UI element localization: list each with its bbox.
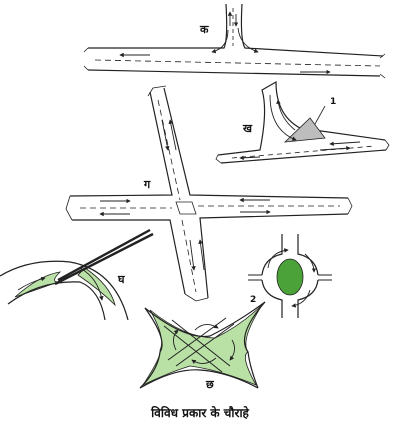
label-flyover-merge: घ	[117, 273, 125, 286]
diagram-caption: विविध प्रकार के चौराहे	[151, 406, 249, 420]
triangular-island	[283, 117, 326, 143]
label-cross-junction: ग	[143, 178, 151, 191]
label-y-junction: ख	[242, 122, 253, 135]
merge-green-area	[14, 271, 62, 298]
t-junction	[83, 3, 386, 79]
label-marker-one: 1	[330, 97, 336, 107]
roundabout	[248, 234, 332, 318]
cloverleaf	[139, 301, 266, 389]
label-marker-two: 2	[250, 295, 256, 305]
roundabout-center-island	[276, 258, 304, 296]
flyover-merge	[0, 228, 154, 321]
label-t-junction: क	[199, 23, 209, 36]
cross-junction	[65, 85, 353, 302]
y-junction	[215, 80, 390, 164]
merge-green-area-right	[77, 267, 116, 307]
label-cloverleaf: छ	[205, 378, 215, 391]
